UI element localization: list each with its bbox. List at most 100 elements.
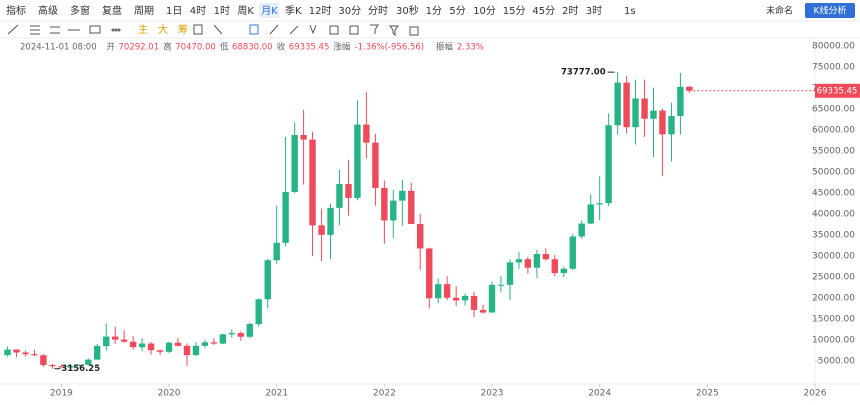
- candle-body: [542, 254, 550, 260]
- toolbar-item[interactable]: 30分: [338, 5, 361, 17]
- toolbar-item[interactable]: 多窗: [70, 4, 90, 17]
- candle-body: [623, 82, 630, 128]
- y-tick-label: 40000.00: [812, 210, 855, 220]
- analysis-button-bg[interactable]: [805, 3, 855, 18]
- toolbar-item[interactable]: 4时: [190, 5, 206, 17]
- info-open: 70292.01: [119, 43, 160, 53]
- y-tick-label: 5000.00: [818, 357, 855, 367]
- candle-body: [506, 262, 514, 285]
- toolbar-item[interactable]: 月K: [261, 5, 278, 17]
- candle-body: [587, 204, 594, 224]
- max-label: 73777.00: [561, 68, 606, 78]
- candle-body: [138, 343, 146, 348]
- x-tick-label: 2023: [481, 389, 504, 399]
- tool-label[interactable]: 大: [158, 23, 168, 36]
- toolbar-item[interactable]: 复盘: [102, 4, 122, 17]
- candle-body: [426, 248, 433, 299]
- toolbar-item[interactable]: 3时: [586, 5, 602, 17]
- y-tick-label: 75000.00: [812, 63, 855, 73]
- x-tick-label: 2026: [804, 389, 827, 399]
- y-tick-label: 65000.00: [812, 105, 855, 115]
- info-amplitude-label: 振幅: [436, 42, 454, 53]
- toolbar-item[interactable]: 1日: [166, 6, 182, 17]
- toolbar-item[interactable]: 5分: [449, 5, 465, 17]
- candle-body: [659, 110, 666, 135]
- toolbar-item[interactable]: 10分: [473, 5, 496, 17]
- speed[interactable]: 1s: [624, 6, 636, 17]
- candle-body: [165, 342, 173, 352]
- toolbar-item[interactable]: 45分: [532, 5, 555, 17]
- y-tick-label: 80000.00: [812, 42, 855, 52]
- toolbar-item[interactable]: 2时: [562, 5, 578, 17]
- candle-body: [318, 225, 325, 235]
- candle-body: [120, 339, 128, 342]
- candle-body: [399, 190, 406, 201]
- toolbar-item[interactable]: 周K: [237, 5, 254, 17]
- info-high-label: 高: [163, 42, 172, 53]
- info-amplitude: 2.33%: [457, 43, 484, 53]
- toolbar-item[interactable]: 15分: [503, 5, 526, 17]
- toolbar-item[interactable]: 指标: [6, 4, 26, 17]
- y-tick-label: 55000.00: [812, 147, 855, 157]
- y-tick-label: 20000.00: [812, 294, 855, 304]
- candle-body: [219, 334, 227, 344]
- y-tick-label: 25000.00: [812, 273, 855, 283]
- candle-body: [300, 135, 307, 140]
- tool-label[interactable]: 主: [138, 24, 148, 36]
- candle-body: [22, 352, 29, 355]
- toolbar-item[interactable]: 周期: [134, 5, 154, 17]
- candle-body: [641, 98, 648, 119]
- candle-body: [156, 350, 164, 352]
- candle-body: [650, 110, 657, 119]
- min-label: 3156.25: [61, 364, 100, 374]
- y-tick-label: 10000.00: [812, 336, 855, 346]
- toolbar-item[interactable]: 分时: [368, 5, 388, 17]
- candle-body: [192, 345, 200, 356]
- candle-body: [668, 116, 675, 135]
- candle-body: [210, 342, 218, 344]
- candle-body: [85, 359, 92, 365]
- candle-body: [327, 207, 334, 235]
- y-tick-label: 15000.00: [812, 315, 855, 325]
- candle-body: [497, 284, 505, 286]
- layout-name[interactable]: 未命名: [766, 5, 793, 17]
- last-price-text: 69335.45: [817, 86, 858, 96]
- toolbar-item[interactable]: 季K: [285, 5, 302, 17]
- candle-body: [273, 242, 280, 261]
- x-tick-label: 2019: [50, 389, 73, 399]
- info-change-label: 涨幅: [334, 42, 352, 53]
- info-low-label: 低: [220, 42, 229, 53]
- candle-body: [291, 135, 298, 192]
- candle-body: [13, 349, 20, 353]
- candle-body: [228, 333, 235, 335]
- toolbar-item[interactable]: 1时: [214, 5, 230, 17]
- y-tick-label: 30000.00: [812, 252, 855, 262]
- candle-body: [408, 190, 415, 224]
- candle-body: [246, 324, 253, 337]
- draw-tools[interactable]: [7, 24, 419, 37]
- y-tick-label: 45000.00: [812, 189, 855, 199]
- candle-body: [470, 295, 478, 310]
- analysis-button[interactable]: K线分析: [814, 5, 847, 17]
- candle-body: [336, 184, 343, 208]
- candle-body: [174, 342, 182, 346]
- candle-body: [443, 284, 451, 298]
- candle-body: [363, 124, 370, 143]
- candle-body: [58, 366, 65, 368]
- candle-body: [345, 184, 352, 198]
- x-tick-label: 2021: [265, 389, 288, 399]
- toolbar-item[interactable]: 1分: [426, 5, 442, 17]
- toolbar-item[interactable]: 12时: [309, 5, 332, 17]
- tool-label[interactable]: 筹: [178, 23, 188, 36]
- candle-body: [147, 343, 155, 351]
- toolbar-item[interactable]: 30秒: [396, 4, 419, 17]
- x-tick-label: 2025: [696, 389, 719, 399]
- candle-body: [4, 349, 11, 356]
- candle-body: [282, 191, 289, 243]
- toolbar-item[interactable]: 高级: [38, 4, 58, 17]
- candle-body: [417, 223, 424, 249]
- candle-body: [264, 260, 271, 300]
- candle-body: [515, 259, 523, 263]
